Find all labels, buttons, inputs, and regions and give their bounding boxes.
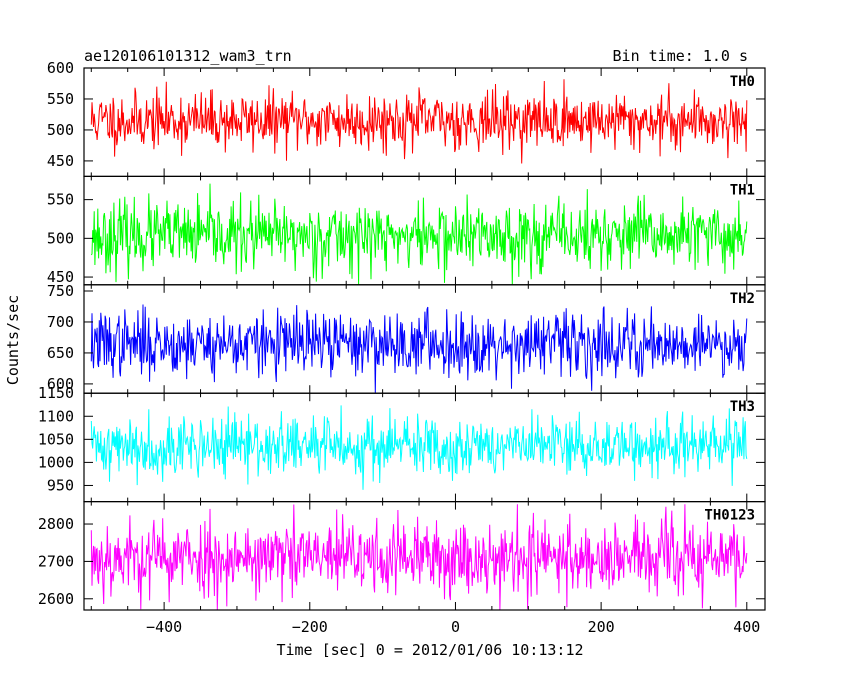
- y-tick-label: 550: [47, 191, 74, 209]
- x-axis-title: Time [sec] 0 = 2012/01/06 10:13:12: [276, 641, 583, 659]
- panel-label-th3: TH3: [730, 399, 755, 415]
- panel-frame-th0123: [83, 501, 766, 611]
- series-line-th1: [90, 183, 748, 285]
- x-tick-label: 0: [451, 618, 460, 636]
- x-tick-label: −200: [292, 618, 328, 636]
- y-tick-label: 1000: [38, 453, 74, 471]
- y-tick-label: 550: [47, 90, 74, 108]
- panel-label-th0123: TH0123: [704, 508, 755, 524]
- x-tick-label: 200: [588, 618, 615, 636]
- x-tick-label: −400: [146, 618, 182, 636]
- y-tick-label: 950: [47, 476, 74, 494]
- panel-label-th2: TH2: [730, 291, 755, 307]
- y-tick-label: 1150: [38, 384, 74, 402]
- y-tick-label: 450: [47, 268, 74, 286]
- x-tick-label: 400: [733, 618, 760, 636]
- bin-time-label: Bin time: 1.0 s: [613, 47, 748, 65]
- panel-label-th0: TH0: [730, 74, 755, 90]
- series-line-th2: [90, 304, 748, 394]
- series-line-th0123: [90, 504, 748, 611]
- panels-group: 450 500 550 600 TH0 450 500 550 TH1 600 650 700 750 T…: [38, 59, 766, 636]
- y-tick-label: 2600: [38, 590, 74, 608]
- y-tick-label: 1050: [38, 430, 74, 448]
- y-tick-label: 450: [47, 152, 74, 170]
- y-tick-label: 600: [47, 59, 74, 77]
- series-line-th3: [90, 405, 748, 490]
- y-tick-label: 600: [47, 375, 74, 393]
- y-tick-label: 700: [47, 313, 74, 331]
- y-tick-label: 500: [47, 121, 74, 139]
- y-axis-title: Counts/sec: [4, 295, 22, 385]
- y-tick-label: 500: [47, 229, 74, 247]
- y-tick-label: 750: [47, 282, 74, 300]
- y-tick-label: 1100: [38, 407, 74, 425]
- y-tick-label: 650: [47, 344, 74, 362]
- y-tick-label: 2700: [38, 552, 74, 570]
- chart-title: ae120106101312_wam3_trn: [84, 47, 292, 65]
- panel-label-th1: TH1: [730, 182, 755, 198]
- y-tick-label: 2800: [38, 515, 74, 533]
- series-line-th0: [90, 79, 748, 164]
